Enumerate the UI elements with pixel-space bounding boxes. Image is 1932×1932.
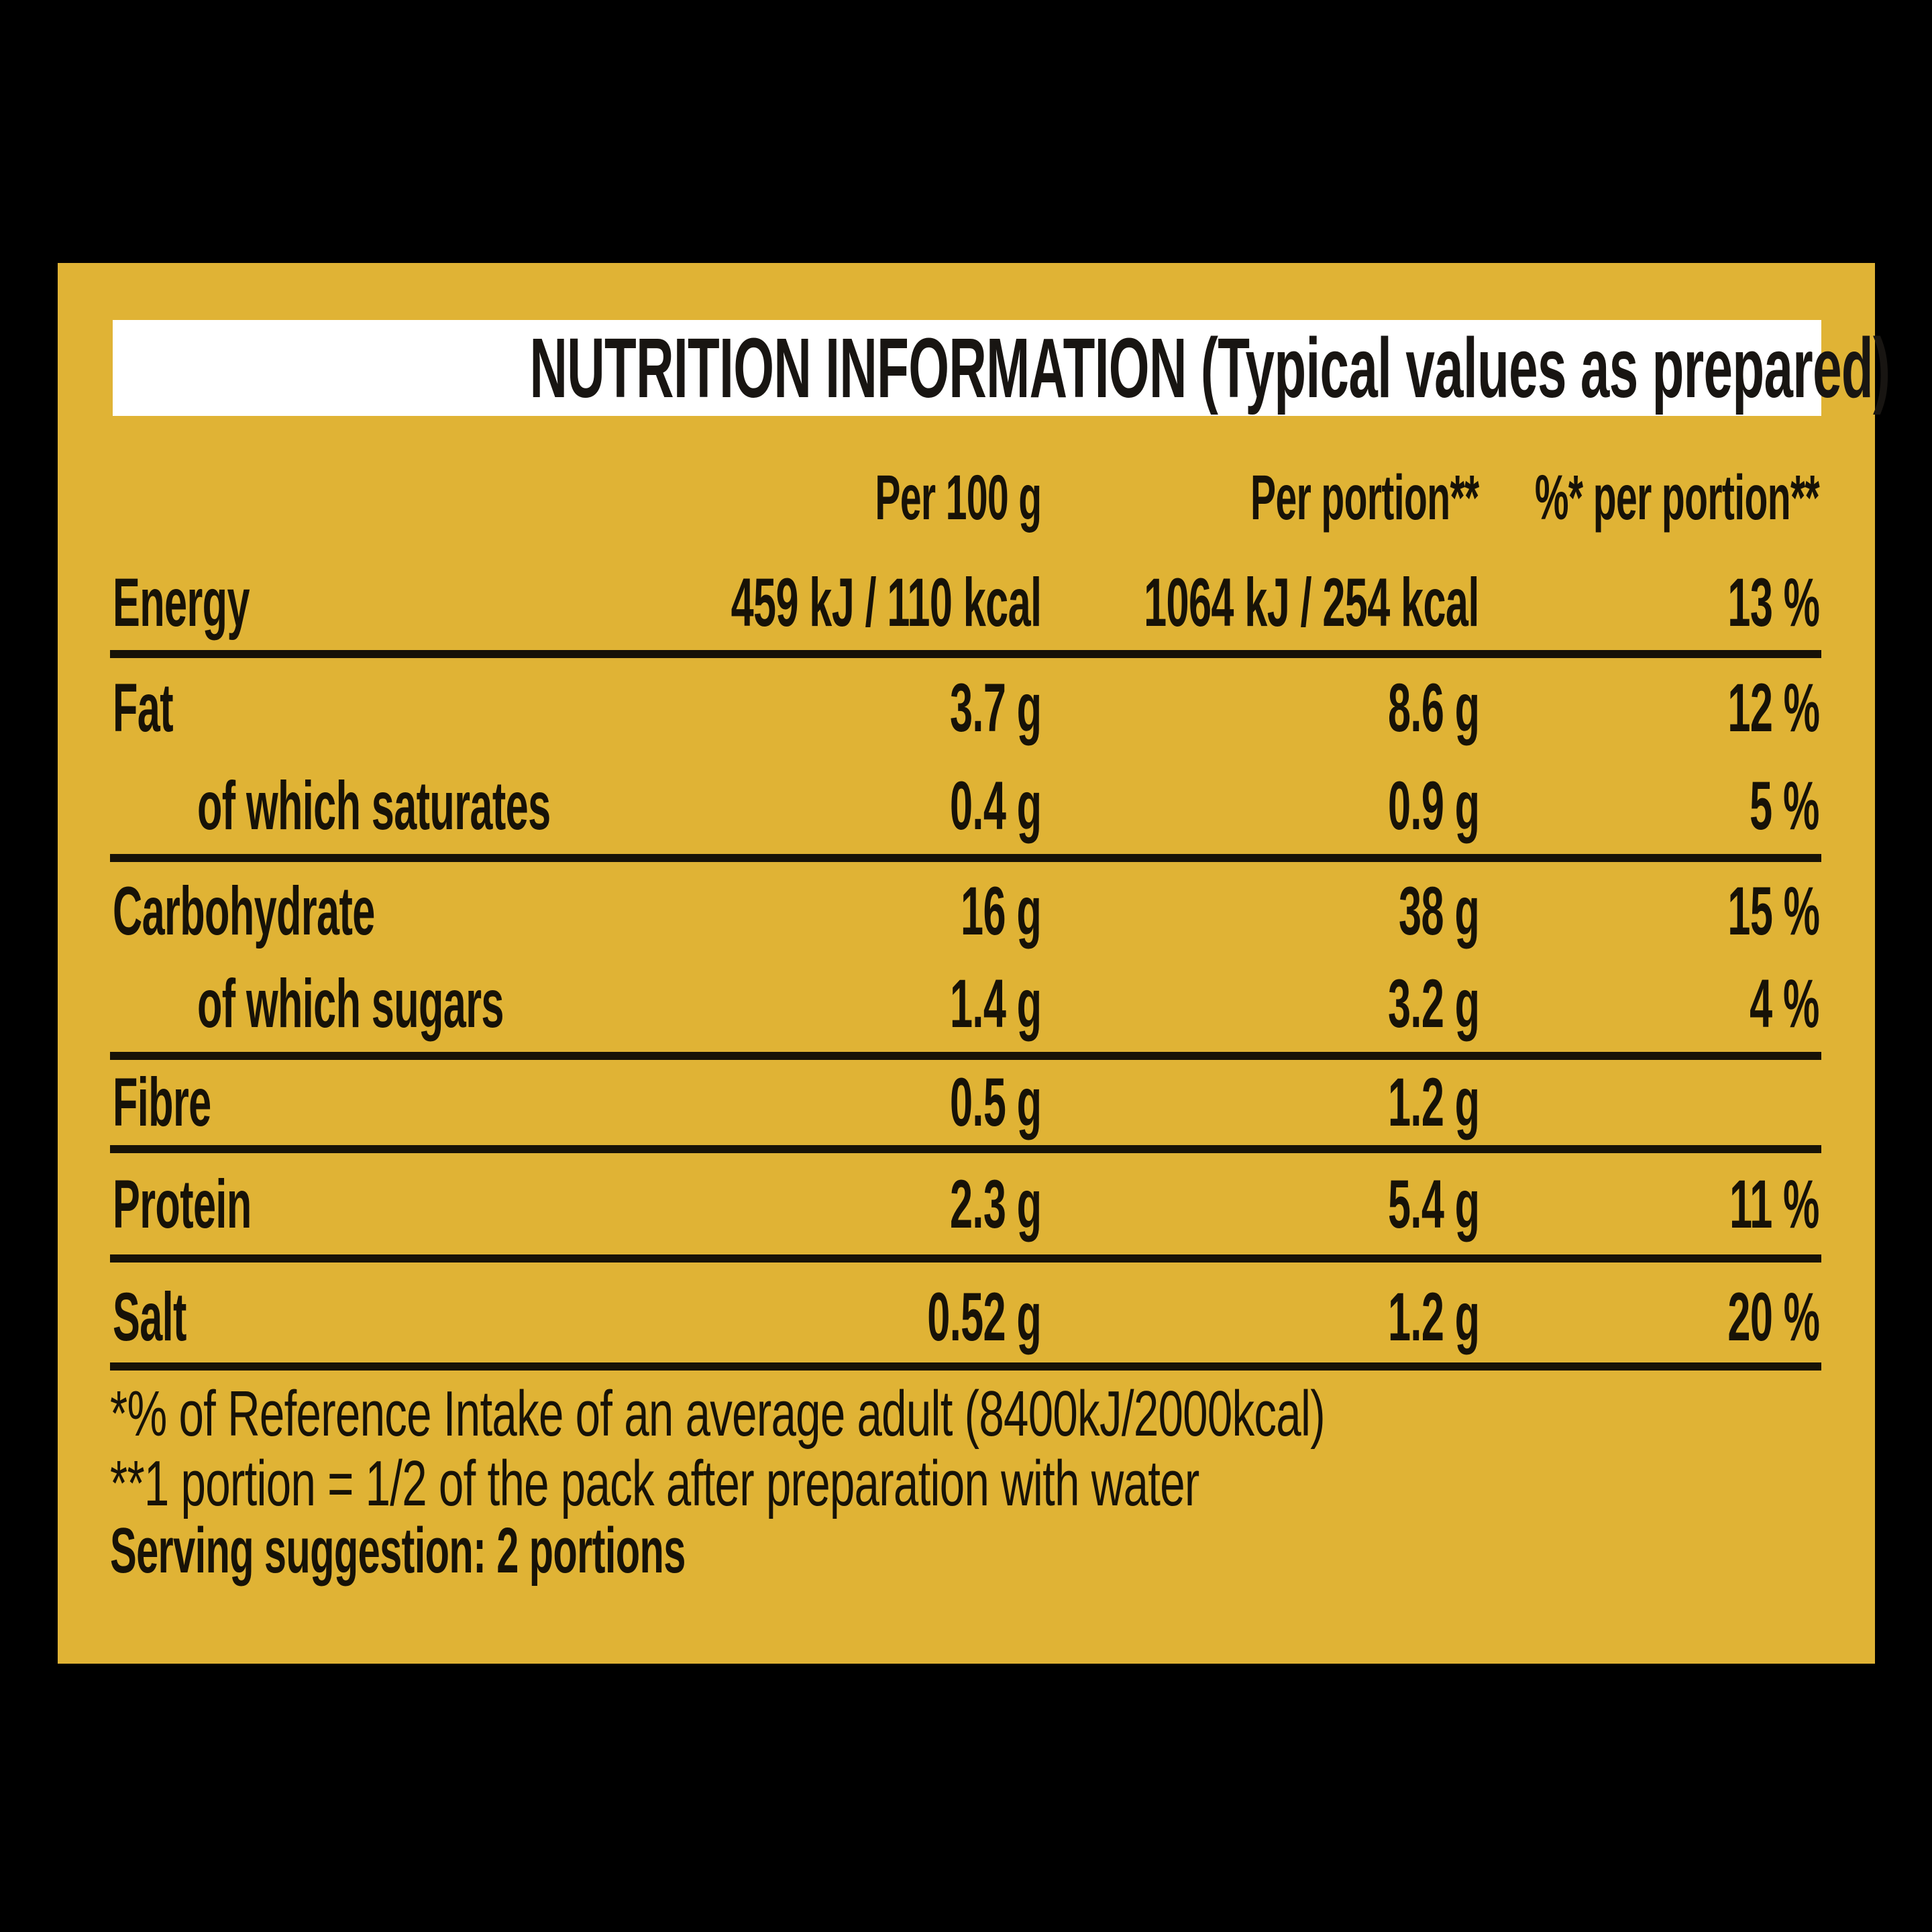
divider xyxy=(110,1145,1821,1153)
column-header-per-100g: Per 100 g xyxy=(874,462,1042,533)
divider xyxy=(110,854,1821,862)
row-value-protein-pct: 11 % xyxy=(1729,1166,1819,1242)
row-label-saturates: of which saturates xyxy=(197,767,551,844)
row-value-fat-portion: 8.6 g xyxy=(1387,669,1480,746)
divider xyxy=(110,650,1821,658)
row-value-fat-pct: 12 % xyxy=(1727,669,1820,746)
row-value-salt-per100: 0.52 g xyxy=(927,1279,1042,1355)
footnote-reference-intake: *% of Reference Intake of an average adu… xyxy=(110,1378,1326,1450)
row-value-carbohydrate-pct: 15 % xyxy=(1727,873,1820,949)
footnote-portion-definition: **1 portion = 1/2 of the pack after prep… xyxy=(110,1448,1199,1519)
row-value-salt-portion: 1.2 g xyxy=(1387,1279,1480,1355)
divider xyxy=(110,1254,1821,1263)
row-value-sugars-pct: 4 % xyxy=(1750,965,1819,1042)
row-label-protein: Protein xyxy=(113,1166,252,1242)
row-value-protein-per100: 2.3 g xyxy=(949,1166,1042,1242)
row-value-fibre-per100: 0.5 g xyxy=(949,1064,1042,1140)
divider xyxy=(110,1362,1821,1371)
row-label-fibre: Fibre xyxy=(113,1064,211,1140)
divider xyxy=(110,1052,1821,1060)
row-label-fat: Fat xyxy=(113,669,174,746)
row-label-salt: Salt xyxy=(113,1279,186,1355)
row-value-fat-per100: 3.7 g xyxy=(949,669,1042,746)
row-value-carbohydrate-portion: 38 g xyxy=(1398,873,1480,949)
panel-title: NUTRITION INFORMATION (Typical values as… xyxy=(529,321,1890,415)
row-value-energy-per100: 459 kJ / 110 kcal xyxy=(731,564,1041,641)
row-value-saturates-per100: 0.4 g xyxy=(949,767,1042,844)
nutrition-panel: NUTRITION INFORMATION (Typical values as… xyxy=(58,263,1890,1664)
row-label-carbohydrate: Carbohydrate xyxy=(113,873,375,949)
footnote-serving-suggestion: Serving suggestion: 2 portions xyxy=(110,1515,686,1587)
row-value-energy-pct: 13 % xyxy=(1727,564,1820,641)
row-value-sugars-portion: 3.2 g xyxy=(1387,965,1480,1042)
row-label-sugars: of which sugars xyxy=(197,965,504,1042)
row-value-saturates-portion: 0.9 g xyxy=(1387,767,1480,844)
row-value-fibre-portion: 1.2 g xyxy=(1387,1064,1480,1140)
row-value-protein-portion: 5.4 g xyxy=(1387,1166,1480,1242)
row-value-saturates-pct: 5 % xyxy=(1750,767,1819,844)
row-label-energy: Energy xyxy=(113,564,250,641)
row-value-energy-portion: 1064 kJ / 254 kcal xyxy=(1144,564,1479,641)
row-value-salt-pct: 20 % xyxy=(1727,1279,1820,1355)
column-header-pct-per-portion: %* per portion** xyxy=(1534,462,1820,533)
title-bar: NUTRITION INFORMATION (Typical values as… xyxy=(113,320,1890,416)
column-header-per-portion: Per portion** xyxy=(1250,462,1479,533)
row-value-carbohydrate-per100: 16 g xyxy=(960,873,1042,949)
row-value-sugars-per100: 1.4 g xyxy=(949,965,1042,1042)
